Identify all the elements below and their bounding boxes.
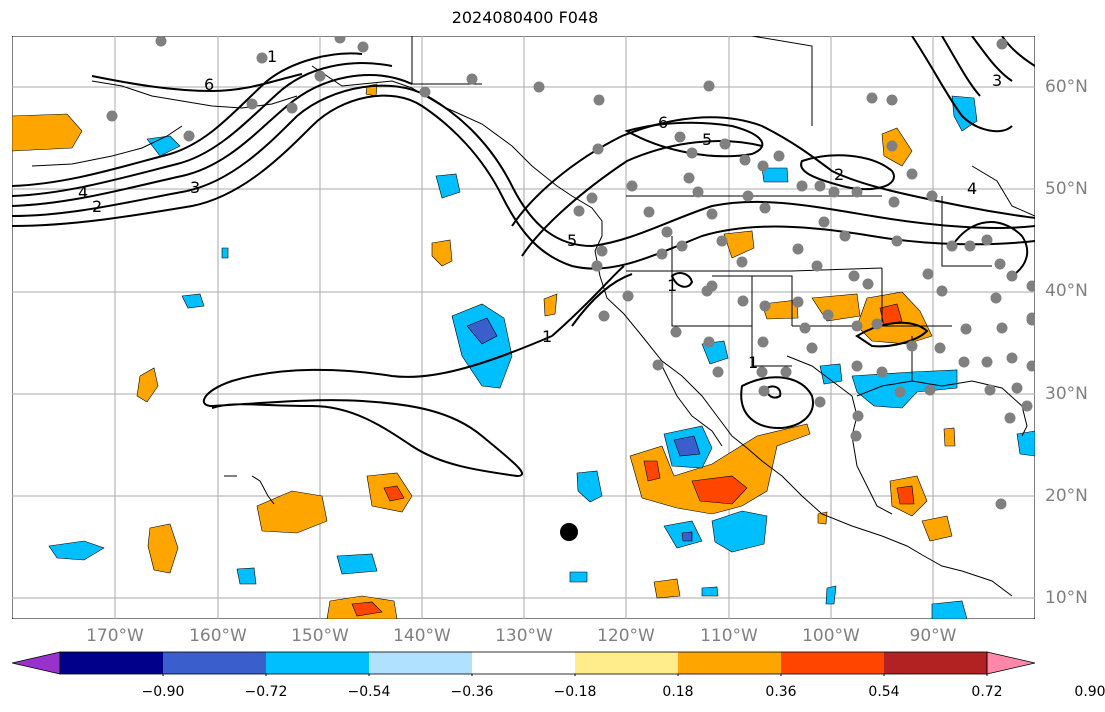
colorbar-outline (59, 651, 988, 675)
lat-label: 20°N (1045, 486, 1088, 506)
lat-label: 50°N (1045, 179, 1088, 199)
colorbar-segment (781, 652, 885, 674)
colorbar-segment (884, 652, 988, 674)
graticule (12, 36, 1035, 619)
positive-anomaly-areas (12, 83, 956, 619)
colorbar-segment (575, 652, 679, 674)
colorbar-extend-high (986, 651, 1036, 675)
colorbar-segment (472, 652, 576, 674)
contour-label: 5 (702, 130, 712, 149)
lon-label: 170°W (86, 626, 144, 646)
colorbar-tick-label: 0.90 (1074, 684, 1105, 700)
lon-label: 120°W (597, 626, 655, 646)
colorbar-segment (678, 652, 782, 674)
height-contours (12, 36, 1035, 478)
colorbar-extend-low (12, 651, 61, 675)
lon-label: 90°W (909, 626, 957, 646)
colorbar-tick-label: −0.36 (450, 684, 494, 700)
contour-label: 3 (992, 71, 1002, 90)
lon-label: 150°W (291, 626, 349, 646)
colorbar-tick-label: 0.36 (765, 684, 797, 700)
lon-label: 100°W (802, 626, 860, 646)
lat-label: 10°N (1045, 588, 1088, 608)
map-panel: 1 2 3 4 5 6 1 1 5 4 3 2 6 1 (12, 36, 1035, 619)
contour-label: 1 (267, 47, 277, 66)
contour-label: 1 (542, 327, 552, 346)
contour-label: 6 (204, 75, 214, 94)
station-markers (106, 36, 1035, 510)
colorbar-tick-label: −0.72 (244, 684, 288, 700)
lon-label: 160°W (189, 626, 247, 646)
colorbar (12, 651, 1036, 676)
lat-label: 40°N (1045, 281, 1088, 301)
colorbar-segment (266, 652, 370, 674)
colorbar-segment (369, 652, 473, 674)
contour-label-group: 1 2 3 4 5 6 1 1 5 4 3 2 6 1 (78, 47, 1002, 372)
contour-label: 6 (658, 113, 668, 132)
colorbar-tick-label: −0.18 (553, 684, 597, 700)
contour-label: 1 (748, 353, 758, 372)
colorbar-tick-label: 0.54 (868, 684, 900, 700)
lon-label: 110°W (700, 626, 758, 646)
contour-label: 4 (78, 183, 88, 202)
storm-center-marker (560, 523, 578, 541)
colorbar-segment (60, 652, 164, 674)
colorbar-tick-label: −0.90 (141, 684, 185, 700)
colorbar-tick-label: 0.18 (662, 684, 694, 700)
contour-label: 3 (190, 178, 200, 197)
colorbar-tick-label: 0.72 (971, 684, 1003, 700)
colorbar-tick-label: −0.54 (347, 684, 391, 700)
contour-label: 1 (667, 276, 677, 295)
contour-label: 4 (967, 179, 977, 198)
contour-label: 2 (834, 165, 844, 184)
lat-label: 60°N (1045, 77, 1088, 97)
contour-label: 2 (92, 197, 102, 216)
lon-label: 140°W (393, 626, 451, 646)
map-title: 2024080400 F048 (451, 8, 599, 27)
contour-label: 5 (567, 231, 577, 250)
lat-label: 30°N (1045, 384, 1088, 404)
colorbar-segment (163, 652, 267, 674)
lon-label: 130°W (495, 626, 553, 646)
